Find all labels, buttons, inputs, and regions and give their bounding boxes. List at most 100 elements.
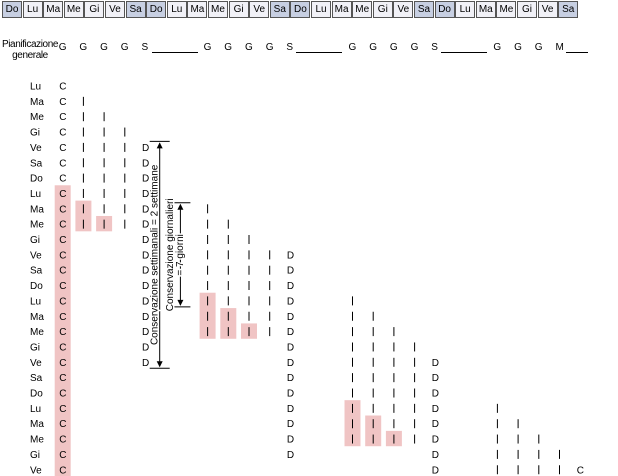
schedule-letter: S [141, 42, 149, 53]
complete-backup-mark: C [59, 281, 66, 292]
row-day-label: Ve [30, 250, 42, 261]
differential-mark: D [287, 435, 294, 446]
schedule-letter: G [493, 42, 502, 53]
differential-mark: D [287, 419, 294, 430]
row-day-label: Ma [30, 97, 44, 108]
header-day-cell: Ve [249, 1, 270, 18]
header-day-cell: Sa [558, 1, 579, 18]
schedule-letter: G [265, 42, 274, 53]
highlight-block [220, 308, 237, 339]
schedule-title: Pianificazione generale [1, 39, 59, 61]
schedule-letter: G [534, 42, 543, 53]
complete-backup-mark: C [59, 419, 66, 430]
complete-backup-mark: C [59, 250, 66, 261]
header-day-cell: Do [290, 1, 311, 18]
complete-backup-mark: C [59, 312, 66, 323]
bracket-label: = 7 giorni [175, 234, 186, 275]
highlight-block [75, 200, 92, 232]
header-day-cell: Lu [22, 1, 43, 18]
row-day-label: Ve [30, 358, 42, 369]
schedule-letter: G [348, 42, 357, 53]
schedule-letter: G [100, 42, 108, 53]
complete-backup-mark: C [59, 450, 66, 461]
complete-backup-mark: C [59, 266, 66, 277]
row-day-label: Sa [30, 373, 43, 384]
schedule-letter: S [286, 42, 294, 53]
row-day-label: Ma [30, 204, 44, 215]
differential-mark: D [142, 189, 149, 200]
schedule-letter: M [555, 42, 564, 53]
differential-mark: D [287, 342, 294, 353]
header-day-cell: Sa [125, 1, 146, 18]
differential-mark: D [287, 296, 294, 307]
header-day-cell: Me [63, 1, 84, 18]
row-day-label: Gi [30, 128, 40, 139]
differential-mark: D [432, 465, 439, 476]
complete-backup-mark: C [59, 342, 66, 353]
complete-backup-mark: C [59, 327, 66, 338]
highlight-block [54, 185, 71, 476]
differential-mark: D [142, 220, 149, 231]
differential-mark: D [432, 450, 439, 461]
row-day-label: Ve [30, 143, 42, 154]
schedule-letter: G [410, 42, 419, 53]
schedule-letter: G [224, 42, 233, 53]
complete-backup-mark: C [59, 465, 66, 476]
complete-backup-mark: C [59, 389, 66, 400]
row-day-label: Lu [30, 189, 41, 200]
differential-mark: D [287, 373, 294, 384]
row-day-label: Lu [30, 296, 41, 307]
differential-mark: D [432, 419, 439, 430]
schedule-letter: G [120, 42, 129, 53]
bracket-arrowhead-down [177, 299, 184, 306]
complete-backup-mark: C [59, 435, 66, 446]
differential-mark: D [432, 389, 439, 400]
complete-backup-mark: C [59, 174, 66, 185]
header-day-cell: Do [434, 1, 455, 18]
row-day-label: Ve [30, 465, 42, 476]
differential-mark: D [287, 327, 294, 338]
schedule-letter: G [203, 42, 212, 53]
header-day-cell: Ma [43, 1, 64, 18]
header-day-cell: Me [352, 1, 373, 18]
header-day-cell: Gi [372, 1, 393, 18]
complete-backup-mark: C [59, 373, 66, 384]
differential-mark: D [142, 158, 149, 169]
header-day-cell: Ve [105, 1, 125, 18]
differential-mark: D [142, 342, 149, 353]
complete-backup-mark: C [59, 189, 66, 200]
differential-mark: D [287, 312, 294, 323]
header-day-cell: Gi [84, 1, 105, 18]
header-day-cell: Do [2, 1, 22, 18]
complete-backup-mark: C [59, 158, 66, 169]
differential-mark: D [142, 296, 149, 307]
schedule-letter: G [514, 42, 522, 53]
complete-backup-mark: C [59, 296, 66, 307]
header-day-cell: Sa [269, 1, 290, 18]
complete-backup-mark: C [577, 465, 584, 476]
bracket-label: Conservazione giornalieri [165, 198, 176, 311]
schedule-blank-line [565, 52, 588, 53]
schedule-letter: G [389, 42, 398, 53]
bracket-arrowhead-up [177, 203, 184, 210]
differential-mark: D [432, 435, 439, 446]
complete-backup-mark: C [59, 404, 66, 415]
differential-mark: D [142, 143, 149, 154]
header-day-cell: Lu [311, 1, 331, 18]
row-day-label: Lu [30, 404, 41, 415]
row-day-label: Ma [30, 419, 44, 430]
header-day-cell: Me [496, 1, 517, 18]
header-day-cell: Lu [455, 1, 476, 18]
row-day-label: Gi [30, 342, 40, 353]
differential-mark: D [142, 358, 149, 369]
schedule-letter: S [431, 42, 438, 53]
row-day-label: Gi [30, 450, 40, 461]
row-day-label: Do [30, 389, 43, 400]
differential-mark: D [142, 174, 149, 185]
differential-mark: D [287, 389, 294, 400]
bracket-label-halo: Conservazione giornalieri [165, 198, 176, 311]
differential-mark: D [432, 373, 439, 384]
differential-mark: D [287, 281, 294, 292]
complete-backup-mark: C [59, 358, 66, 369]
complete-backup-mark: C [59, 143, 66, 154]
